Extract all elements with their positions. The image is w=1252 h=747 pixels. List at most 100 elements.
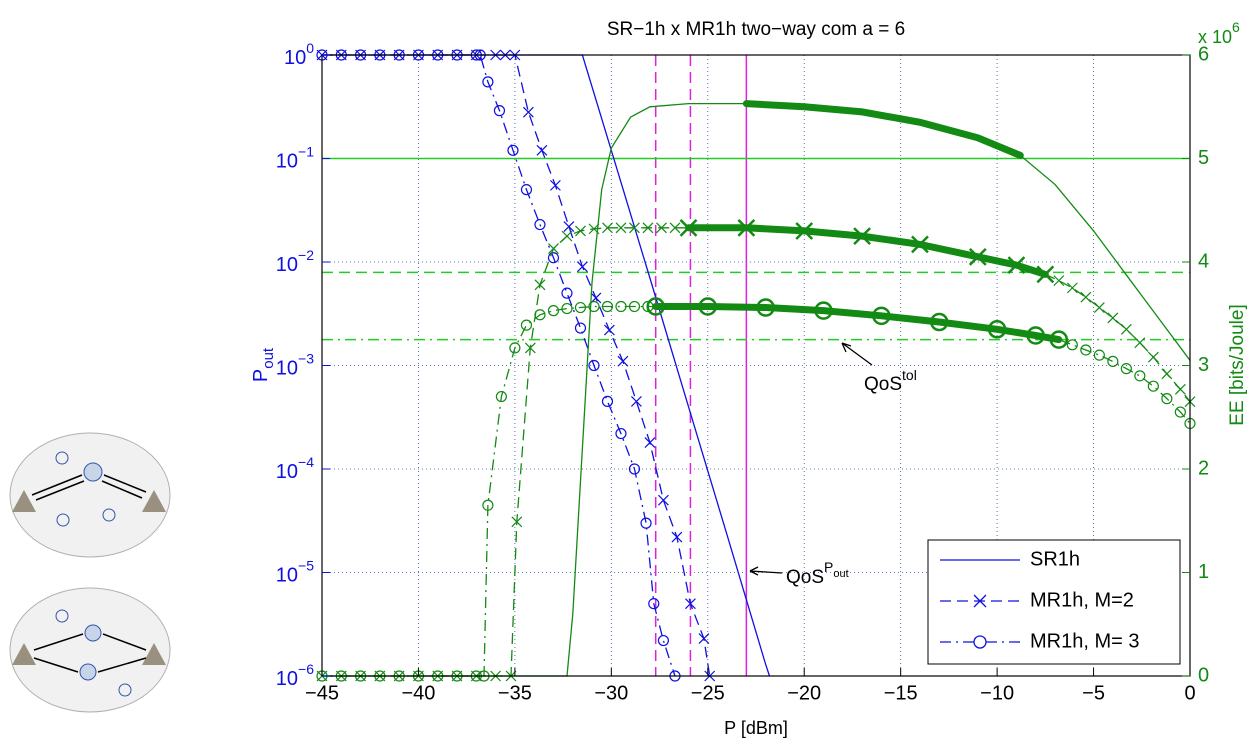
terminal bbox=[142, 490, 166, 512]
marker bbox=[968, 247, 987, 266]
marker bbox=[588, 223, 600, 235]
y-tick-exponent: 0 bbox=[306, 40, 314, 56]
marker bbox=[509, 342, 521, 354]
marker bbox=[574, 322, 587, 334]
y2-tick-label: 4 bbox=[1198, 250, 1209, 272]
marker bbox=[630, 395, 642, 407]
marker bbox=[698, 297, 718, 316]
marker bbox=[656, 222, 667, 234]
marker bbox=[629, 222, 640, 234]
annotation-arrow bbox=[841, 342, 873, 366]
marker bbox=[1107, 312, 1119, 324]
node bbox=[102, 508, 116, 522]
y-tick-base: 10 bbox=[276, 358, 298, 380]
x-tick-label: −35 bbox=[498, 682, 532, 704]
marker bbox=[520, 319, 533, 331]
marker bbox=[1107, 355, 1119, 367]
y-tick-label: 10−1 bbox=[276, 143, 314, 173]
marker bbox=[524, 342, 536, 354]
multiplier-base: x 10 bbox=[1198, 27, 1232, 47]
annotation-text: QoS bbox=[786, 567, 824, 588]
marker bbox=[603, 324, 615, 336]
y2-axis-label: EE [bits/Joule] bbox=[1227, 304, 1248, 425]
marker bbox=[1080, 291, 1092, 303]
legend-marker bbox=[973, 635, 987, 649]
y2-tick-label: 2 bbox=[1198, 457, 1209, 479]
diagram-single-relay bbox=[9, 432, 171, 558]
annotation-subsup: out bbox=[833, 568, 848, 580]
marker bbox=[575, 225, 586, 237]
chart-title: SR−1h x MR1h two−way com a = 6 bbox=[607, 19, 905, 40]
marker bbox=[1147, 351, 1159, 363]
y-label-sub: out bbox=[260, 347, 277, 369]
marker bbox=[576, 261, 588, 273]
marker bbox=[1161, 368, 1173, 380]
marker bbox=[1036, 265, 1055, 284]
y2-tick-label: 3 bbox=[1198, 354, 1209, 376]
marker bbox=[1120, 323, 1132, 335]
node bbox=[55, 451, 69, 465]
marker bbox=[648, 598, 660, 610]
link bbox=[33, 633, 147, 673]
marker bbox=[536, 144, 548, 156]
annotation: QoSPout bbox=[786, 559, 849, 588]
marker bbox=[853, 227, 871, 246]
marker bbox=[1080, 344, 1092, 356]
feasible-segment bbox=[685, 224, 1049, 278]
marker bbox=[588, 359, 600, 372]
marker bbox=[601, 395, 614, 407]
marker bbox=[534, 309, 546, 321]
marker bbox=[737, 218, 756, 237]
node bbox=[118, 683, 132, 697]
y-tick-label: 100 bbox=[284, 40, 314, 70]
y-tick-exponent: −4 bbox=[298, 454, 314, 470]
y2-tick-label: 5 bbox=[1198, 147, 1209, 169]
annotation: QoStol bbox=[864, 367, 917, 395]
y-tick-label: 10−2 bbox=[276, 247, 314, 277]
x-tick-label: −25 bbox=[691, 682, 725, 704]
marker bbox=[640, 517, 652, 529]
marker bbox=[547, 305, 560, 317]
cell bbox=[9, 432, 171, 558]
marker bbox=[561, 287, 573, 299]
marker bbox=[698, 633, 710, 644]
legend-marker bbox=[973, 594, 987, 608]
annotation-sup: tol bbox=[902, 367, 917, 383]
feasible-segment bbox=[742, 100, 1024, 159]
relay bbox=[83, 462, 103, 482]
y-tick-exponent: −1 bbox=[298, 143, 314, 159]
node bbox=[55, 609, 69, 623]
marker bbox=[520, 184, 533, 196]
marker bbox=[482, 499, 494, 511]
relay bbox=[79, 663, 97, 681]
y-tick-label: 10−6 bbox=[276, 661, 314, 691]
y-label-base: P bbox=[250, 369, 272, 382]
marker bbox=[646, 297, 665, 316]
marker bbox=[1093, 302, 1105, 313]
series-line bbox=[322, 54, 676, 677]
marker bbox=[987, 320, 1007, 339]
marker bbox=[617, 355, 629, 367]
marker bbox=[561, 302, 573, 315]
legend-box bbox=[927, 539, 1181, 665]
marker bbox=[534, 218, 546, 231]
y-tick-base: 10 bbox=[276, 461, 298, 483]
y2-tick-label: 0 bbox=[1198, 664, 1209, 686]
y-tick-base: 10 bbox=[276, 254, 298, 276]
annotation-text: QoS bbox=[864, 374, 902, 395]
terminal bbox=[12, 490, 36, 512]
marker bbox=[814, 301, 833, 320]
marker bbox=[872, 306, 891, 326]
y-tick-label: 10−3 bbox=[276, 350, 314, 380]
marker bbox=[507, 144, 519, 156]
x-tick-label: −20 bbox=[787, 682, 821, 704]
multiplier-exponent: 6 bbox=[1232, 19, 1240, 35]
marker bbox=[1174, 383, 1186, 395]
marker bbox=[1007, 256, 1026, 274]
marker bbox=[511, 516, 523, 528]
legend-label: MR1h, M= 3 bbox=[1030, 630, 1139, 652]
y-tick-exponent: −2 bbox=[298, 247, 314, 263]
marker bbox=[522, 106, 534, 118]
marker bbox=[601, 300, 614, 313]
